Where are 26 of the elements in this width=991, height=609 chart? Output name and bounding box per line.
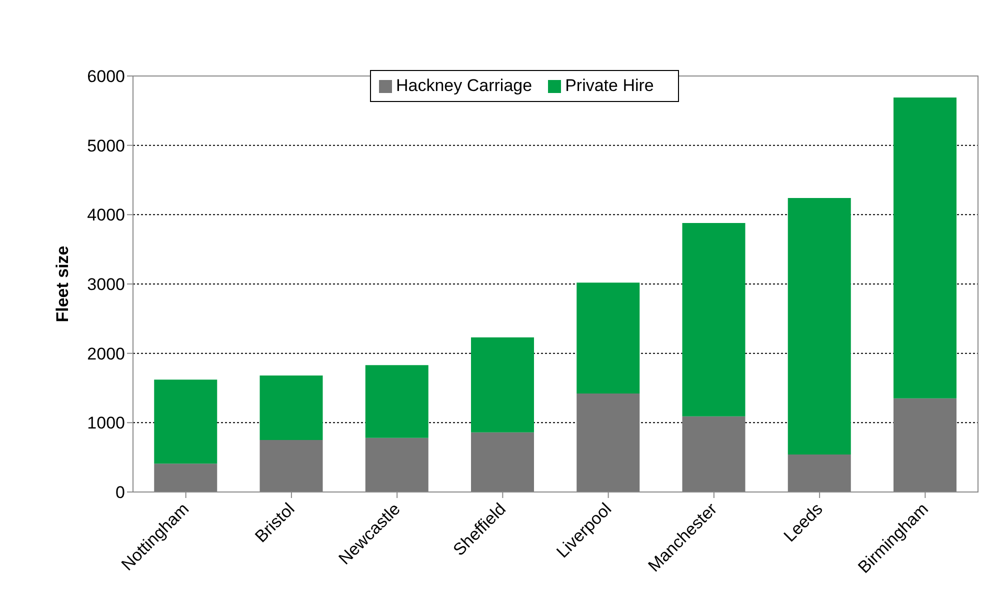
bar: [260, 376, 323, 440]
bar: [788, 454, 851, 492]
bar: [365, 365, 428, 438]
bar: [471, 337, 534, 432]
y-tick-label: 4000: [87, 206, 125, 225]
bar: [682, 222, 746, 416]
bar: [894, 398, 956, 492]
bar: [260, 440, 323, 492]
bar: [576, 282, 640, 394]
bar: [576, 394, 640, 492]
bar: [788, 198, 851, 455]
legend-label: Hackney Carriage: [396, 76, 532, 95]
bar: [682, 416, 746, 492]
y-axis-title: Fleet size: [53, 246, 72, 322]
legend-label: Private Hire: [565, 76, 654, 95]
y-tick-label: 6000: [87, 67, 125, 86]
y-tick-label: 5000: [87, 136, 125, 156]
bar: [154, 464, 218, 492]
y-tick-label: 2000: [87, 344, 125, 364]
bar: [894, 97, 956, 398]
bar: [154, 380, 218, 464]
y-tick-label: 1000: [87, 414, 125, 433]
y-tick-label: 3000: [87, 275, 125, 294]
bar: [471, 432, 534, 492]
bar: [365, 438, 428, 492]
y-tick-label: 0: [116, 483, 125, 502]
